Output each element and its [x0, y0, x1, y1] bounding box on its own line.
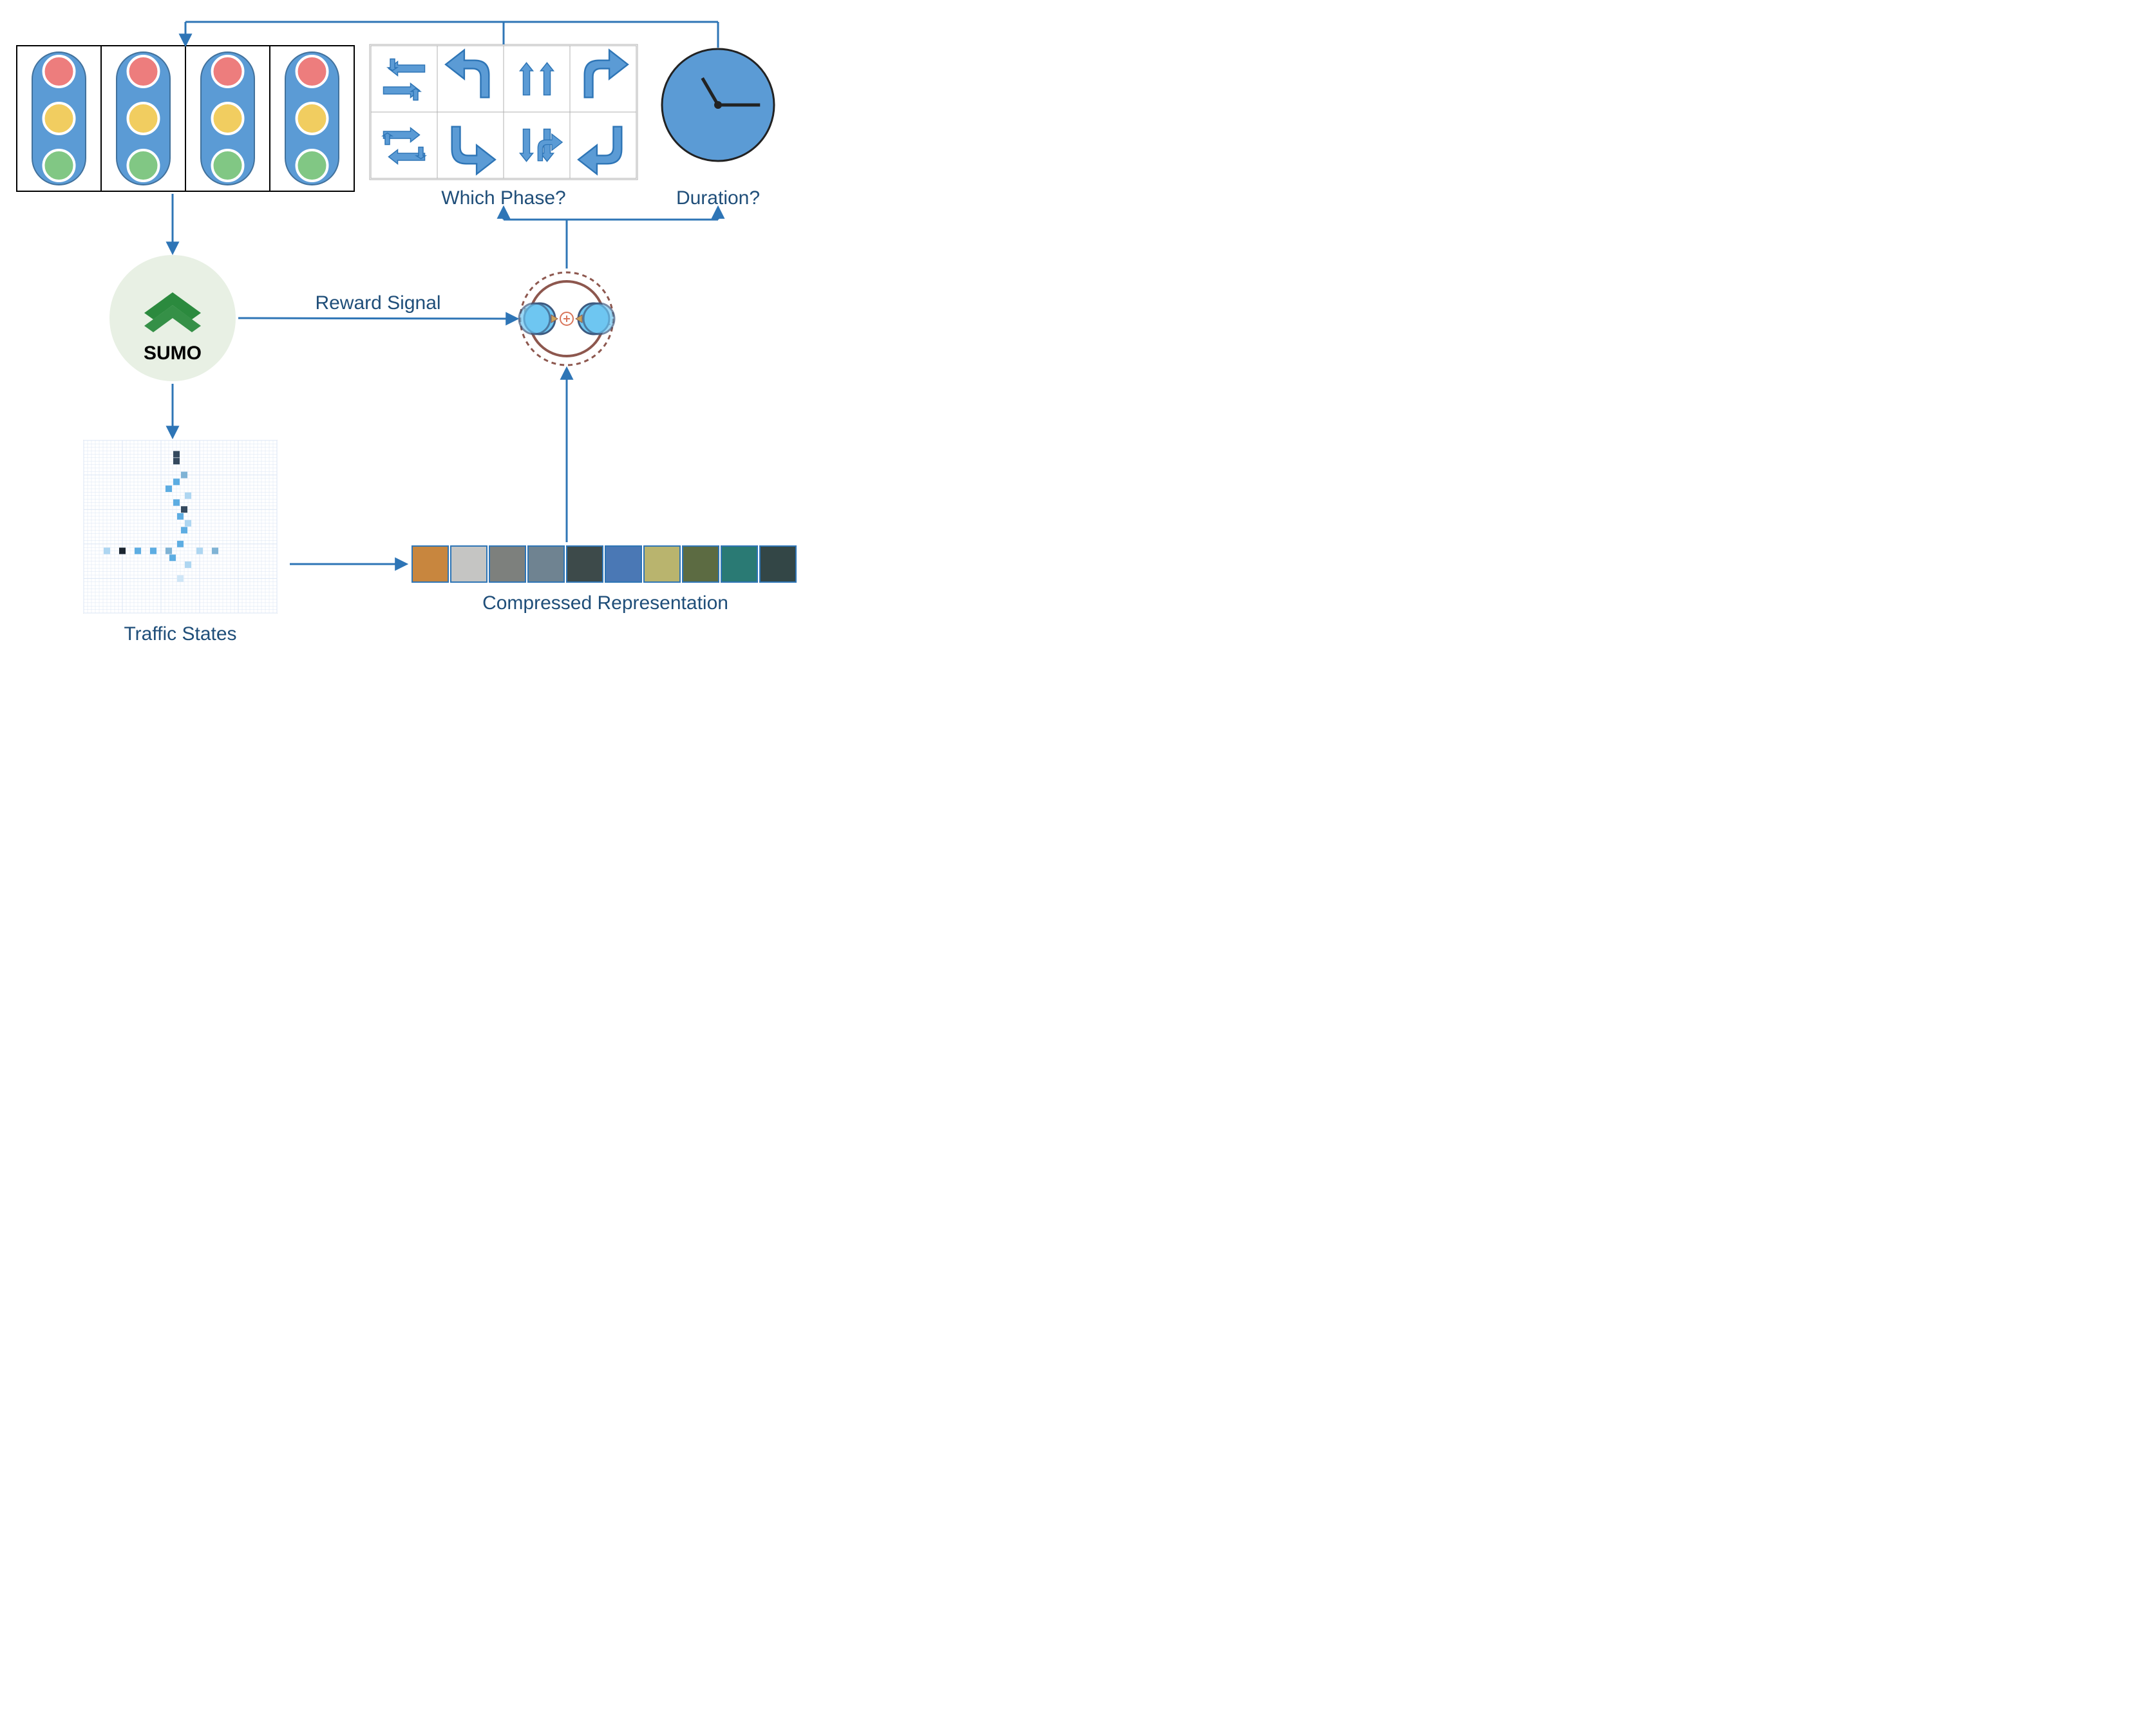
- traffic-states-label: Traffic States: [124, 623, 236, 645]
- sumo-label: SUMO: [144, 343, 202, 364]
- which-phase-label: Which Phase?: [441, 187, 565, 209]
- sumo-node: SUMO: [109, 255, 236, 381]
- duration-clock: Duration?: [662, 49, 774, 209]
- phase-boxes: Which Phase?: [370, 44, 638, 209]
- traffic-lights: [17, 46, 354, 191]
- agent-node: [519, 272, 614, 365]
- compressed-label: Compressed Representation: [482, 592, 728, 614]
- reward-signal-label: Reward Signal: [315, 292, 440, 314]
- compressed-representation: Compressed Representation: [412, 546, 796, 614]
- traffic-states-plot: Traffic States: [84, 440, 277, 645]
- duration-label: Duration?: [676, 187, 760, 209]
